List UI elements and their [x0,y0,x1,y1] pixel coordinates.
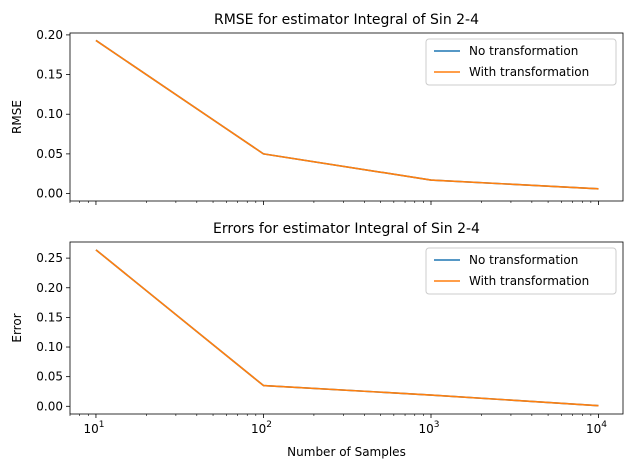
legend-box [425,38,617,86]
plot-area-frame [69,32,624,202]
legend-label: No transformation [469,44,578,58]
y-tick-label: 0.10 [36,340,63,354]
legend: No transformation With transformation [425,247,617,295]
y-axis-label: Error [10,313,24,342]
x-tick-label-base: 10 [251,422,266,436]
chart-panel-2: Errors for estimator Integral of Sin 2-4… [10,221,624,459]
x-tick-label-base: 10 [83,422,98,436]
x-tick-label: 102 [251,420,272,436]
y-tick-label: 0.15 [36,68,63,82]
x-tick-label-exponent: 4 [601,420,607,430]
y-tick-label: 0.10 [36,107,63,121]
legend-label: With transformation [469,65,589,79]
chart-panel-1: RMSE for estimator Integral of Sin 2-4 0.… [10,12,624,205]
y-tick-label: 0.00 [36,399,63,413]
legend-label: With transformation [469,274,589,288]
y-tick-label: 0.05 [36,147,63,161]
chart-title: RMSE for estimator Integral of Sin 2-4 [214,12,479,28]
y-tick-label: 0.05 [36,370,63,384]
x-tick-label-exponent: 1 [99,420,105,430]
series-line-2 [95,249,599,407]
legend-box [425,247,617,295]
y-tick-label: 0.25 [36,251,63,265]
x-tick-label: 104 [586,420,607,436]
x-tick-label-exponent: 3 [434,420,440,430]
x-axis-label: Number of Samples [287,445,406,459]
x-tick-label-base: 10 [418,422,433,436]
x-tick-label: 103 [418,420,439,436]
y-tick-label: 0.20 [36,281,63,295]
legend: No transformation With transformation [425,38,617,86]
legend-label: No transformation [469,253,578,267]
chart-title: Errors for estimator Integral of Sin 2-4 [213,221,480,237]
plot-area-frame [69,241,624,415]
y-axis-label: RMSE [10,100,24,134]
y-tick-label: 0.00 [36,187,63,201]
x-tick-label-exponent: 2 [266,420,272,430]
y-tick-label: 0.20 [36,28,63,42]
x-tick-label: 101 [83,420,104,436]
y-tick-label: 0.15 [36,310,63,324]
series-line-2 [95,39,599,190]
x-tick-label-base: 10 [586,422,601,436]
